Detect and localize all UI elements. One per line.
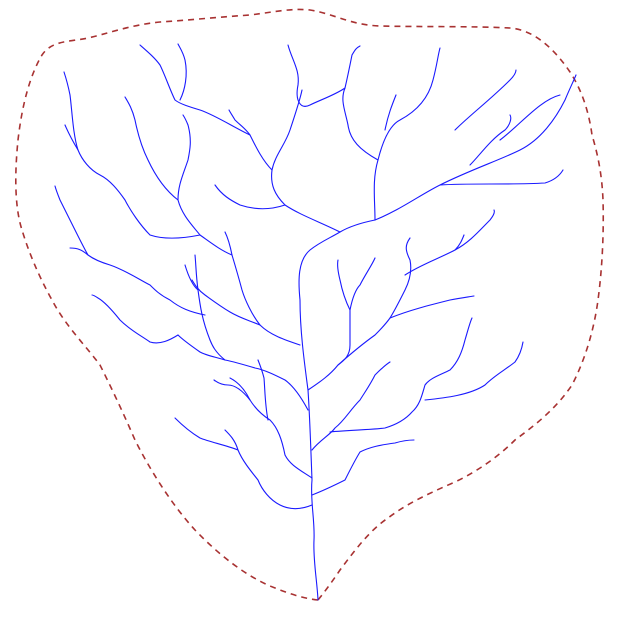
stream-branch [213, 379, 313, 479]
stream-branch [64, 124, 79, 151]
stream-branch [454, 234, 465, 251]
stream-branch [287, 44, 346, 107]
stream-branch [91, 294, 179, 344]
stream-branch [337, 237, 412, 366]
stream-branch [214, 184, 286, 210]
stream-branch [124, 96, 179, 201]
stream-branch [174, 417, 239, 451]
stream-branch [69, 247, 89, 256]
stream-branch [499, 94, 561, 141]
stream-branch [454, 69, 517, 131]
stream-branch [404, 209, 495, 276]
stream-branch [139, 44, 251, 136]
stream-branch [329, 317, 473, 433]
stream-branch [257, 359, 269, 421]
stream-branch [384, 94, 397, 131]
watershed-boundary [15, 8, 605, 601]
stream-branch [424, 341, 524, 401]
stream-branch [177, 334, 309, 411]
stream-network [54, 43, 577, 601]
stream-branch [63, 71, 201, 239]
main-stream [298, 219, 376, 601]
stream-branch [177, 114, 233, 256]
stream-branch [374, 74, 577, 221]
stream-branch [209, 339, 226, 361]
stream-branch [311, 361, 391, 451]
stream-branch [307, 257, 376, 391]
stream-branch [54, 185, 206, 316]
stream-branch [439, 169, 564, 186]
stream-branch [389, 295, 475, 319]
stream-branch [224, 429, 313, 510]
stream-branch [271, 89, 341, 233]
stream-branch [229, 377, 251, 401]
stream-branch [184, 264, 199, 291]
stream-branch [177, 43, 187, 101]
stream-branch [469, 114, 512, 166]
stream-branch [311, 439, 415, 496]
stream-branch [373, 47, 441, 221]
stream-branch [224, 231, 301, 346]
stream-branch [337, 259, 351, 311]
stream-branch [191, 279, 261, 326]
stream-branch [342, 45, 379, 161]
stream-branch [228, 109, 273, 171]
